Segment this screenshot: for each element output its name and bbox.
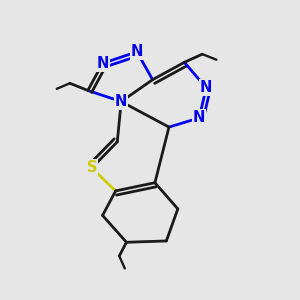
Text: S: S	[86, 160, 97, 175]
Text: N: N	[96, 56, 109, 71]
Text: N: N	[131, 44, 143, 59]
Text: N: N	[193, 110, 205, 125]
Text: N: N	[200, 80, 212, 95]
Text: N: N	[115, 94, 128, 109]
